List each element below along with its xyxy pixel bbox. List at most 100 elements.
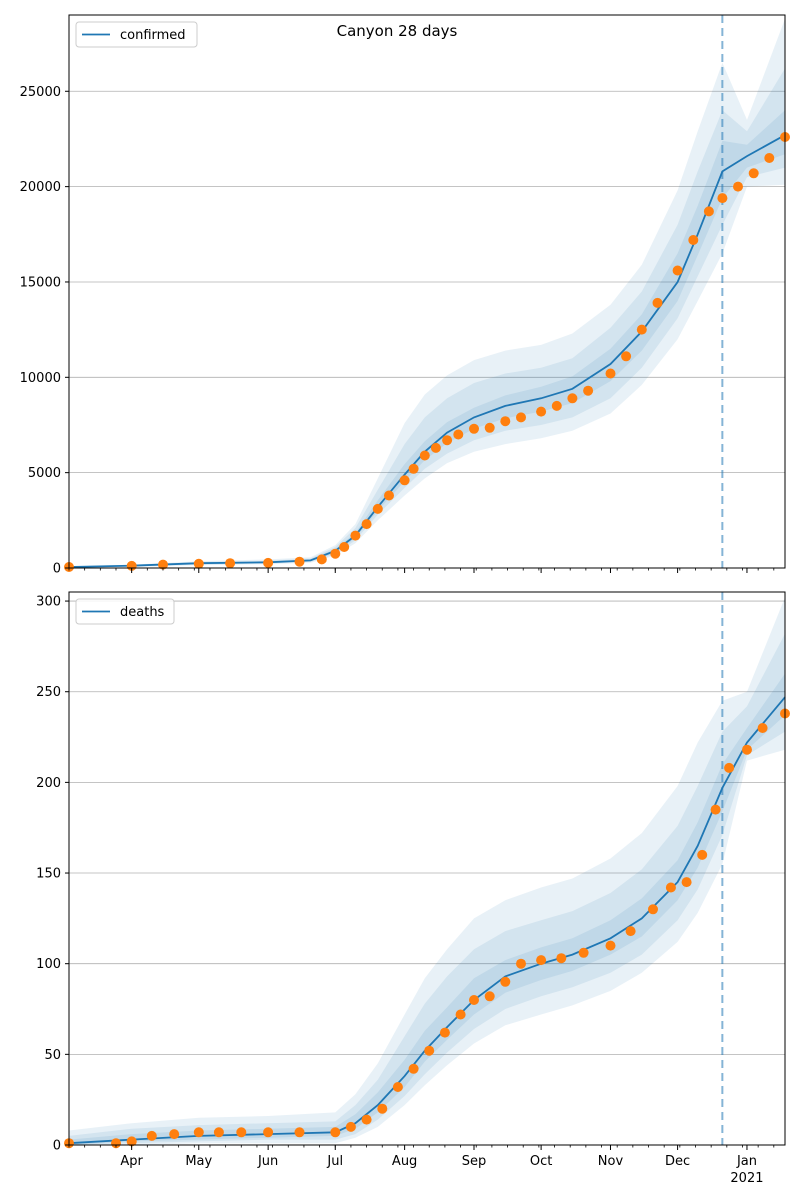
deaths-observed-point: [146, 1130, 157, 1141]
deaths-uncertainty-band-1: [69, 597, 785, 1145]
x-tick-label-apr: Apr: [120, 1154, 143, 1169]
confirmed-observed-point: [158, 559, 168, 570]
deaths-observed-point: [516, 958, 526, 969]
confirmed-observed-point: [764, 153, 775, 163]
confirmed-uncertainty-band-3: [69, 110, 785, 568]
confirmed-observed-point: [330, 548, 341, 559]
confirmed-legend-box: [75, 21, 198, 48]
confirmed-observed-point: [372, 503, 383, 514]
confirmed-observed-point: [453, 429, 464, 440]
x-tick-label-nov: Nov: [598, 1154, 624, 1169]
deaths-legend-box: [75, 598, 175, 625]
confirmed-observed-point: [688, 235, 699, 245]
deaths-observed-point: [742, 744, 752, 755]
deaths-y-tick-label: 300: [36, 595, 61, 610]
confirmed-observed-point: [717, 193, 728, 204]
deaths-y-tick-label: 150: [36, 867, 61, 882]
confirmed-axes-frame: [68, 14, 786, 569]
x-tick-label-may: May: [185, 1154, 212, 1169]
deaths-observed-point: [455, 1009, 466, 1020]
deaths-observed-point: [556, 953, 567, 964]
confirmed-observed-point: [316, 554, 327, 565]
deaths-observed-point: [236, 1127, 247, 1138]
confirmed-observed-point: [748, 168, 759, 179]
confirmed-observed-point: [294, 556, 305, 567]
deaths-observed-point: [263, 1127, 274, 1138]
deaths-observed-point: [724, 762, 735, 773]
x-tick-label-sep: Sep: [462, 1154, 487, 1169]
confirmed-observed-point: [225, 558, 236, 569]
deaths-observed-point: [408, 1063, 419, 1074]
figure-title: Canyon 28 days: [337, 22, 458, 40]
confirmed-observed-point: [583, 385, 594, 396]
confirmed-observed-point: [516, 412, 526, 423]
deaths-observed-point: [484, 991, 495, 1002]
deaths-observed-point: [578, 947, 589, 958]
deaths-y-tick-label: 200: [36, 776, 61, 791]
confirmed-observed-point: [536, 406, 547, 417]
deaths-y-tick-label: 100: [36, 957, 61, 972]
confirmed-y-tick-label: 5000: [28, 466, 61, 481]
confirmed-y-tick-label: 15000: [20, 275, 61, 290]
deaths-observed-point: [625, 926, 636, 937]
confirmed-observed-point: [384, 490, 394, 501]
confirmed-observed-point: [361, 519, 372, 530]
confirmed-observed-point: [350, 530, 361, 541]
deaths-observed-point: [392, 1082, 403, 1092]
confirmed-observed-point: [339, 542, 350, 552]
x-tick-label-aug: Aug: [392, 1154, 417, 1169]
deaths-observed-point: [345, 1121, 356, 1132]
deaths-observed-point: [757, 723, 768, 733]
confirmed-observed-point: [652, 297, 663, 308]
confirmed-y-tick-label: 25000: [20, 85, 61, 100]
x-tick-label-jan: Jan: [736, 1154, 757, 1169]
deaths-observed-point: [193, 1127, 204, 1138]
deaths-y-tick-label: 0: [53, 1139, 61, 1154]
confirmed-legend-label: confirmed: [120, 28, 186, 43]
deaths-observed-point: [536, 955, 547, 966]
deaths-observed-point: [213, 1127, 224, 1138]
deaths-observed-point: [469, 995, 479, 1005]
confirmed-observed-point: [636, 324, 647, 335]
deaths-y-tick-label: 250: [36, 685, 61, 700]
deaths-observed-point: [710, 804, 721, 815]
deaths-legend-label: deaths: [120, 605, 165, 620]
confirmed-observed-point: [399, 475, 410, 486]
confirmed-observed-point: [551, 400, 562, 411]
confirmed-model-line: [68, 134, 786, 568]
deaths-uncertainty-band-2: [69, 633, 785, 1145]
confirmed-panel: 0 5000 10000 15000 20000 25000 confirmed: [20, 14, 790, 577]
deaths-panel: 0 50 100 150 200 250 300 Apr May Jun Jul Aug Sep Oct N…: [36, 591, 790, 1186]
deaths-observed-point: [439, 1027, 450, 1038]
confirmed-observed-point: [193, 558, 204, 569]
deaths-observed-point: [500, 976, 511, 987]
confirmed-observed-point: [733, 181, 743, 192]
confirmed-observed-point: [703, 206, 714, 217]
deaths-observed-point: [377, 1103, 388, 1114]
deaths-observed-point: [424, 1045, 435, 1056]
confirmed-observed-point: [484, 422, 495, 433]
deaths-observed-point: [605, 940, 616, 951]
confirmed-observed-point: [430, 442, 441, 453]
x-tick-label-jun: Jun: [257, 1154, 278, 1169]
deaths-observed-point: [665, 882, 676, 893]
confirmed-observed-point: [442, 435, 453, 446]
confirmed-y-tick-label: 10000: [20, 371, 61, 386]
x-year-label: 2021: [730, 1171, 763, 1186]
deaths-axes-frame: [68, 591, 786, 1146]
deaths-observed-point: [697, 849, 708, 860]
confirmed-observed-point: [567, 393, 578, 404]
confirmed-uncertainty-band-2: [69, 68, 785, 568]
deaths-observed-point: [294, 1127, 305, 1138]
deaths-y-tick-label: 50: [44, 1048, 61, 1063]
deaths-observed-point: [111, 1138, 121, 1149]
confirmed-observed-point: [605, 368, 616, 379]
x-tick-label-jul: Jul: [326, 1154, 343, 1169]
confirmed-y-tick-label: 0: [53, 562, 61, 577]
deaths-observed-point: [330, 1127, 341, 1138]
confirmed-observed-point: [419, 450, 430, 461]
deaths-observed-point: [169, 1129, 180, 1140]
deaths-observed-point: [681, 877, 692, 888]
confirmed-observed-point: [408, 463, 419, 474]
